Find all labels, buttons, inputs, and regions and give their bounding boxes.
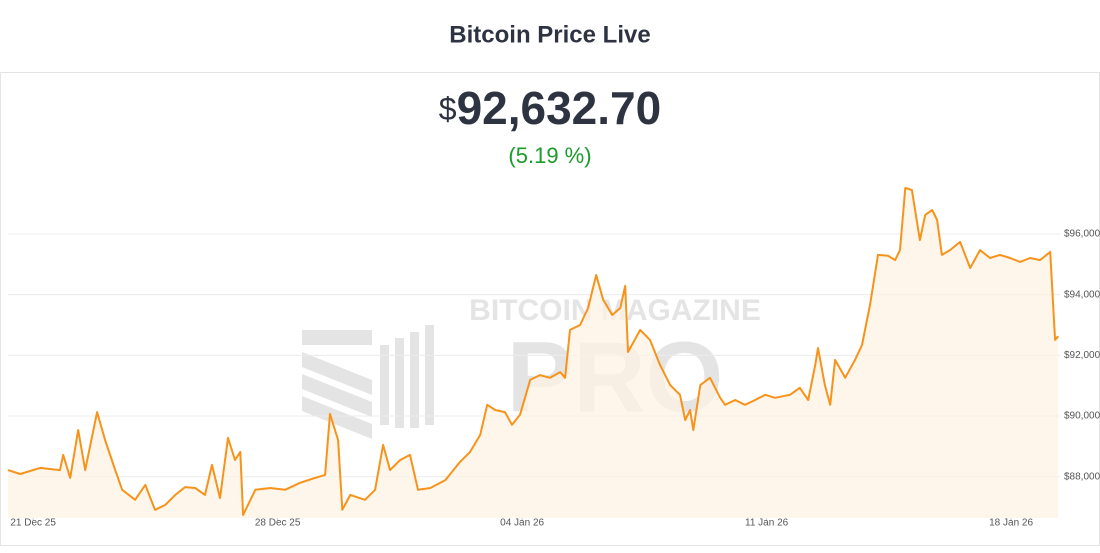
x-tick-label: 18 Jan 26 (989, 518, 1033, 529)
price-change: (5.19 %) (508, 143, 591, 168)
price-symbol: $ (439, 91, 457, 127)
y-tick-label: $88,000 (1064, 471, 1100, 482)
y-tick-label: $92,000 (1064, 350, 1100, 361)
price-value: 92,632.70 (457, 82, 662, 134)
price-area (8, 187, 1059, 518)
watermark-logo (302, 325, 434, 439)
x-tick-label: 28 Dec 25 (255, 518, 301, 529)
y-tick-label: $96,000 (1064, 229, 1100, 240)
price-line (7, 186, 1060, 516)
y-tick-label: $90,000 (1064, 411, 1100, 422)
chart-title: Bitcoin Price Live (449, 21, 650, 48)
x-tick-label: 04 Jan 26 (500, 518, 544, 529)
y-tick-label: $94,000 (1064, 289, 1100, 300)
x-tick-label: 11 Jan 26 (745, 518, 789, 529)
plot: $88,000 $90,000 $92,000 $94,000 $96,000 21 De… (7, 186, 1100, 529)
x-tick-label: 21 Dec 25 (10, 518, 56, 529)
price-display: $92,632.70 (439, 82, 661, 134)
